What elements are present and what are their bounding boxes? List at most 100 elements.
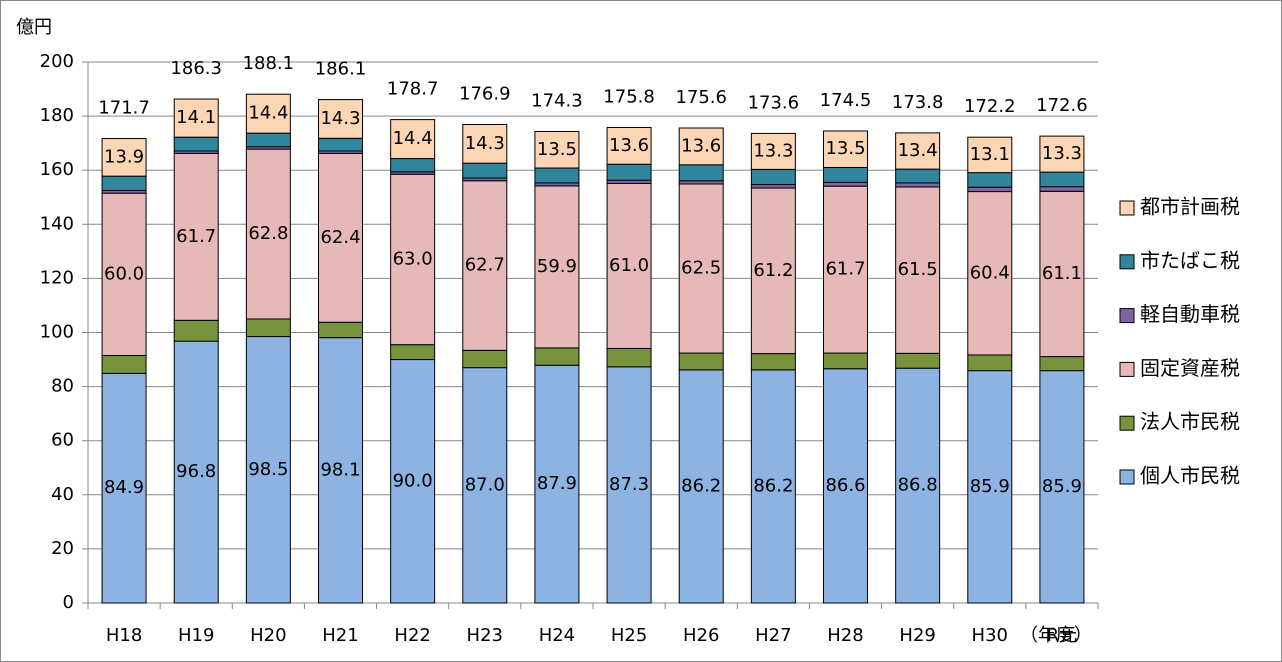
bar-segment <box>895 367 941 604</box>
y-tick-label: 120 <box>40 267 74 288</box>
x-tick-label: H19 <box>178 625 214 646</box>
data-label: 14.1 <box>176 107 216 128</box>
data-label: 98.1 <box>320 459 360 480</box>
bar-segment <box>101 175 147 191</box>
y-tick-label: 160 <box>40 159 74 180</box>
y-tick-label: 80 <box>51 376 74 397</box>
legend-swatch <box>1119 254 1135 270</box>
data-label: 14.3 <box>465 133 505 154</box>
data-label: 13.9 <box>104 146 144 167</box>
y-tick-label: 40 <box>51 484 74 505</box>
total-label: 175.6 <box>675 87 727 108</box>
y-tick-label: 180 <box>40 105 74 126</box>
bar-segment <box>101 192 147 356</box>
legend-label: 都市計画税 <box>1140 195 1240 219</box>
bar-segment <box>750 353 796 371</box>
bar-segment <box>678 164 724 182</box>
data-label: 60.0 <box>104 263 144 284</box>
bar-segment <box>390 359 436 604</box>
bar-segment <box>390 344 436 361</box>
data-label: 62.7 <box>465 255 505 276</box>
data-label: 59.9 <box>537 256 577 277</box>
data-label: 86.6 <box>825 475 865 496</box>
bar-segment <box>101 372 147 604</box>
legend-swatch <box>1119 200 1135 216</box>
bar-segment <box>390 173 436 346</box>
bar-segment <box>245 336 291 604</box>
x-tick-label: H26 <box>683 625 719 646</box>
bar-segment <box>1039 135 1085 173</box>
bar-segment <box>606 126 652 165</box>
bar-segment <box>606 347 652 368</box>
bar-segment <box>606 163 652 181</box>
bar-segment <box>606 366 652 604</box>
total-label: 175.8 <box>603 86 655 107</box>
x-tick-label: H23 <box>467 625 503 646</box>
data-label: 13.1 <box>970 144 1010 165</box>
data-label: 86.8 <box>898 475 938 496</box>
data-label: 60.4 <box>970 262 1010 283</box>
bar-segment <box>173 152 219 321</box>
data-label: 14.4 <box>248 103 288 124</box>
x-tick-label: H24 <box>539 625 575 646</box>
bar-segment <box>534 131 580 169</box>
bar-segment <box>245 148 291 320</box>
data-label: 85.9 <box>970 476 1010 497</box>
data-label: 62.5 <box>681 258 721 279</box>
x-tick-label: H20 <box>250 625 286 646</box>
bar-segment <box>895 132 941 170</box>
total-label: 174.3 <box>531 91 583 112</box>
data-label: 14.3 <box>320 108 360 129</box>
y-tick-label: 140 <box>40 213 74 234</box>
bar-segment <box>534 185 580 349</box>
bar-segment <box>823 166 868 183</box>
data-label: 13.6 <box>609 135 649 156</box>
bar-segment <box>967 370 1013 604</box>
total-label: 172.2 <box>964 96 1016 117</box>
data-label: 62.8 <box>248 223 288 244</box>
bar-segment <box>173 340 219 604</box>
bar-segment <box>678 127 724 166</box>
data-label: 84.9 <box>104 477 144 498</box>
data-label: 13.5 <box>825 138 865 159</box>
bar-segment <box>390 158 436 173</box>
bar-segment <box>173 98 219 138</box>
total-label: 186.1 <box>315 59 367 80</box>
legend-swatch <box>1119 308 1135 324</box>
bar-segment <box>823 352 868 370</box>
data-label: 13.6 <box>681 135 721 156</box>
legend-label: 軽自動車税 <box>1140 302 1240 326</box>
x-tick-label: H18 <box>106 625 142 646</box>
bar-segment <box>101 354 147 374</box>
bar-segment <box>750 132 796 170</box>
total-label: 176.9 <box>459 83 511 104</box>
bar-segment <box>895 182 941 188</box>
legend-label: 固定資産税 <box>1140 356 1240 380</box>
bar-segment <box>967 136 1013 174</box>
bar-segment <box>1039 186 1085 192</box>
data-label: 61.1 <box>1042 263 1082 284</box>
bar-segment <box>462 123 508 164</box>
bar-segment <box>967 186 1013 193</box>
bar-segment <box>606 182 652 349</box>
bar-segment <box>318 337 363 604</box>
x-tick-label: H30 <box>972 625 1008 646</box>
data-label: 96.8 <box>176 461 216 482</box>
total-label: 188.1 <box>243 53 295 74</box>
bar-segment <box>750 187 796 355</box>
legend-swatch <box>1119 469 1135 485</box>
data-label: 90.0 <box>393 470 433 491</box>
bar-segment <box>462 349 508 369</box>
legend-label: 法人市民税 <box>1140 410 1240 434</box>
data-label: 13.4 <box>898 140 938 161</box>
total-label: 173.8 <box>892 92 944 113</box>
data-label: 87.0 <box>465 474 505 495</box>
bar-segment <box>173 136 219 152</box>
bar-segment <box>534 167 580 184</box>
data-label: 14.4 <box>393 128 433 149</box>
x-axis-label: （年度） <box>1020 625 1092 646</box>
bar-segment <box>534 347 580 366</box>
bar-segment <box>895 186 941 354</box>
bar-segment <box>318 152 363 323</box>
y-tick-label: 0 <box>63 592 74 613</box>
